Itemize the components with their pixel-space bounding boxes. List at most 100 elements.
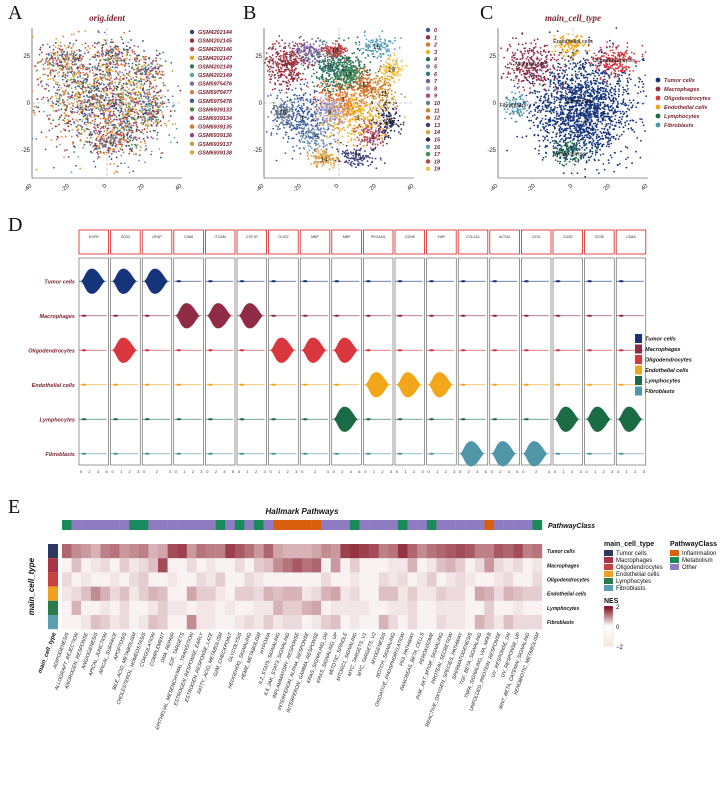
data-point — [112, 104, 115, 107]
data-point — [102, 117, 105, 120]
data-point — [335, 62, 338, 65]
data-point — [177, 85, 180, 88]
data-point — [169, 110, 172, 113]
data-point — [317, 106, 320, 109]
data-point — [35, 138, 38, 140]
data-point — [367, 112, 370, 114]
data-point — [116, 171, 119, 174]
data-point — [131, 49, 134, 52]
data-point — [123, 60, 126, 63]
data-point — [176, 141, 179, 144]
data-point — [103, 113, 105, 116]
data-point — [381, 137, 383, 140]
data-point — [275, 124, 278, 127]
data-point — [313, 129, 316, 131]
data-point — [282, 57, 285, 60]
data-point — [123, 120, 126, 123]
data-point — [122, 96, 124, 99]
data-point — [140, 122, 143, 124]
data-point — [359, 99, 362, 102]
data-point — [322, 124, 324, 127]
data-point — [319, 130, 322, 132]
data-point — [347, 124, 350, 126]
data-point — [111, 129, 114, 131]
data-point — [62, 35, 65, 38]
data-point — [117, 83, 120, 86]
data-point — [338, 94, 341, 97]
data-point — [284, 152, 287, 155]
data-point — [110, 158, 113, 161]
data-point — [150, 150, 153, 153]
data-point — [135, 147, 138, 149]
data-point — [279, 45, 281, 48]
data-point — [110, 92, 113, 94]
data-point — [364, 66, 366, 69]
data-point — [133, 68, 135, 71]
data-point — [93, 160, 95, 163]
data-point — [272, 127, 274, 130]
data-point — [118, 59, 121, 62]
data-point — [315, 90, 318, 93]
data-point — [155, 119, 158, 121]
data-point — [118, 52, 120, 55]
data-point — [327, 128, 330, 130]
data-point — [362, 90, 365, 93]
data-point — [315, 76, 318, 78]
data-point — [337, 78, 340, 81]
data-point — [36, 98, 39, 100]
data-point — [120, 154, 123, 157]
data-point — [373, 78, 375, 80]
data-point — [371, 124, 374, 126]
data-point — [100, 130, 102, 133]
data-point — [338, 89, 341, 92]
data-point — [46, 43, 49, 46]
data-point — [308, 49, 311, 51]
data-point — [38, 53, 41, 56]
data-point — [133, 57, 136, 60]
data-point — [355, 99, 358, 101]
data-point — [71, 108, 74, 111]
data-point — [286, 96, 289, 99]
data-point — [63, 82, 65, 85]
data-point — [98, 105, 101, 108]
data-point — [345, 114, 347, 117]
data-point — [304, 137, 306, 140]
data-point — [127, 144, 130, 147]
data-point — [81, 91, 84, 94]
data-point — [82, 146, 84, 149]
data-point — [144, 105, 147, 108]
data-point — [380, 112, 383, 114]
data-point — [57, 104, 60, 107]
data-point — [150, 113, 153, 116]
data-point — [313, 47, 316, 50]
data-point — [106, 110, 108, 112]
data-point — [147, 64, 150, 66]
data-point — [332, 57, 335, 60]
data-point — [325, 98, 328, 101]
data-point — [288, 42, 291, 45]
data-point — [96, 104, 98, 106]
data-point — [70, 135, 73, 138]
data-point — [65, 69, 68, 71]
data-point — [331, 129, 334, 131]
data-point — [98, 147, 101, 149]
data-point — [274, 42, 276, 45]
data-point — [106, 104, 109, 107]
data-point — [359, 81, 362, 84]
data-point — [103, 130, 106, 133]
data-point — [55, 110, 57, 113]
data-point — [90, 88, 92, 90]
data-point — [381, 87, 384, 90]
data-point — [96, 42, 99, 45]
data-point — [61, 135, 63, 138]
data-point — [353, 102, 355, 105]
data-point — [124, 65, 126, 67]
data-point — [83, 95, 85, 98]
data-point — [111, 92, 114, 95]
data-point — [269, 46, 271, 49]
data-point — [42, 73, 45, 76]
data-point — [44, 73, 47, 76]
data-point — [101, 144, 104, 147]
data-point — [79, 74, 81, 76]
data-point — [119, 57, 121, 60]
